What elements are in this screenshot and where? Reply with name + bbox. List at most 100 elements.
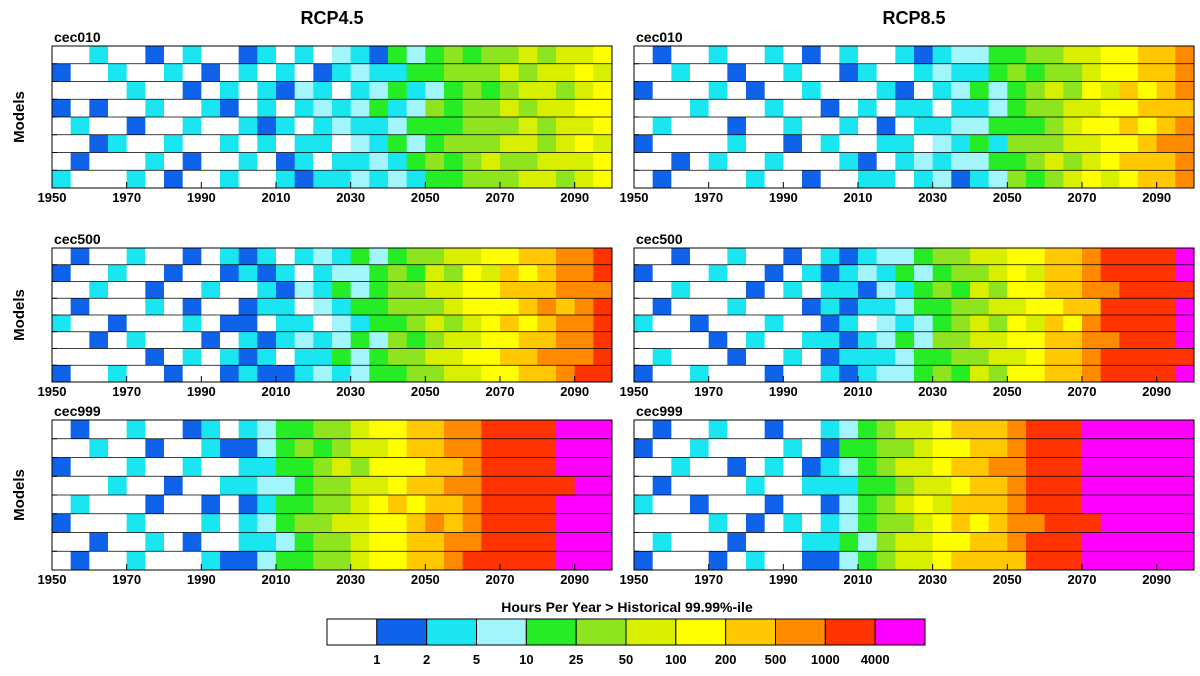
heat-cell — [481, 81, 501, 100]
heat-cell — [839, 457, 859, 477]
heat-cell — [332, 170, 352, 189]
heat-cell — [1119, 152, 1139, 171]
heat-cell — [220, 348, 240, 366]
heat-cell — [425, 134, 445, 153]
heat-cell — [332, 315, 352, 333]
heat-cell — [238, 117, 258, 136]
heat-cell — [1007, 495, 1027, 515]
heat-cell — [690, 117, 710, 136]
heat-cell — [145, 551, 165, 571]
heat-cell — [201, 298, 221, 316]
heat-cell — [201, 248, 221, 266]
heat-cell — [1100, 134, 1120, 153]
heat-cell — [1044, 348, 1064, 366]
heat-cell — [876, 298, 896, 316]
heat-cell — [1119, 248, 1139, 266]
heat-cell — [406, 152, 426, 171]
heat-cell — [1026, 46, 1046, 65]
heat-cell — [1007, 532, 1027, 552]
heat-cell — [802, 438, 822, 458]
heat-cell — [145, 152, 165, 171]
heat-cell — [276, 117, 296, 136]
heat-cell — [201, 281, 221, 299]
heat-cell — [652, 248, 672, 266]
heat-cell — [89, 348, 109, 366]
heat-cell — [988, 264, 1008, 282]
heat-cell — [462, 248, 482, 266]
x-tick-label: 1970 — [694, 384, 723, 399]
heat-cell — [276, 152, 296, 171]
x-tick-label: 2030 — [336, 572, 365, 587]
heat-cell — [238, 152, 258, 171]
panel: 1950 1970 1990 2010 2030 2050 2070 2090cec010RC… — [11, 8, 613, 205]
heat-cell — [802, 348, 822, 366]
heat-cell — [593, 420, 613, 440]
heat-cell — [294, 117, 314, 136]
x-tick-label: 1990 — [769, 572, 798, 587]
heat-cell — [406, 298, 426, 316]
heat-cell — [500, 248, 520, 266]
heat-cell — [652, 298, 672, 316]
heat-cell — [126, 532, 146, 552]
x-tick-label: 1990 — [769, 190, 798, 205]
heat-cell — [145, 81, 165, 100]
heat-cell — [462, 134, 482, 153]
heat-cell — [746, 532, 766, 552]
heat-cell — [332, 532, 352, 552]
heat-cell — [1138, 152, 1158, 171]
heat-cell — [556, 365, 576, 383]
heat-cell — [388, 170, 408, 189]
heat-cell — [537, 63, 557, 82]
heat-cell — [839, 331, 859, 349]
heat-cell — [350, 134, 370, 153]
heat-cell — [500, 152, 520, 171]
heat-cell — [746, 365, 766, 383]
heat-cell — [858, 134, 878, 153]
heat-cell — [970, 134, 990, 153]
heat-cell — [858, 551, 878, 571]
heat-cell — [220, 152, 240, 171]
heat-cell — [783, 495, 803, 515]
heat-cell — [1063, 495, 1083, 515]
heat-cell — [727, 532, 747, 552]
heat-cell — [164, 476, 184, 496]
column-title: RCP4.5 — [300, 8, 363, 28]
heat-cell — [332, 476, 352, 496]
heat-cell — [802, 99, 822, 118]
heat-cell — [537, 152, 557, 171]
heat-cell — [537, 81, 557, 100]
heat-cell — [313, 248, 333, 266]
heat-cell — [876, 117, 896, 136]
heat-cell — [1063, 457, 1083, 477]
heat-cell — [895, 420, 915, 440]
heat-cell — [708, 420, 728, 440]
heat-cell — [858, 513, 878, 533]
heat-cell — [518, 152, 538, 171]
heat-cell — [593, 513, 613, 533]
heat-cell — [108, 63, 128, 82]
heat-cell — [839, 134, 859, 153]
heat-cell — [52, 298, 72, 316]
heat-cell — [388, 438, 408, 458]
heat-cell — [276, 298, 296, 316]
heat-cell — [182, 513, 202, 533]
heat-cell — [914, 476, 934, 496]
heat-cell — [518, 457, 538, 477]
heat-cell — [783, 248, 803, 266]
heat-cell — [634, 134, 654, 153]
heat-cell — [876, 99, 896, 118]
heat-cell — [690, 551, 710, 571]
heat-cell — [126, 348, 146, 366]
heat-cell — [783, 420, 803, 440]
heat-cell — [537, 99, 557, 118]
heat-cell — [556, 457, 576, 477]
heat-cell — [425, 331, 445, 349]
heat-cell — [164, 457, 184, 477]
heat-cell — [727, 476, 747, 496]
heat-cell — [1138, 551, 1158, 571]
heat-cell — [1063, 315, 1083, 333]
heat-cell — [518, 134, 538, 153]
heat-cell — [1063, 117, 1083, 136]
heat-cell — [238, 348, 258, 366]
heat-cell — [858, 495, 878, 515]
